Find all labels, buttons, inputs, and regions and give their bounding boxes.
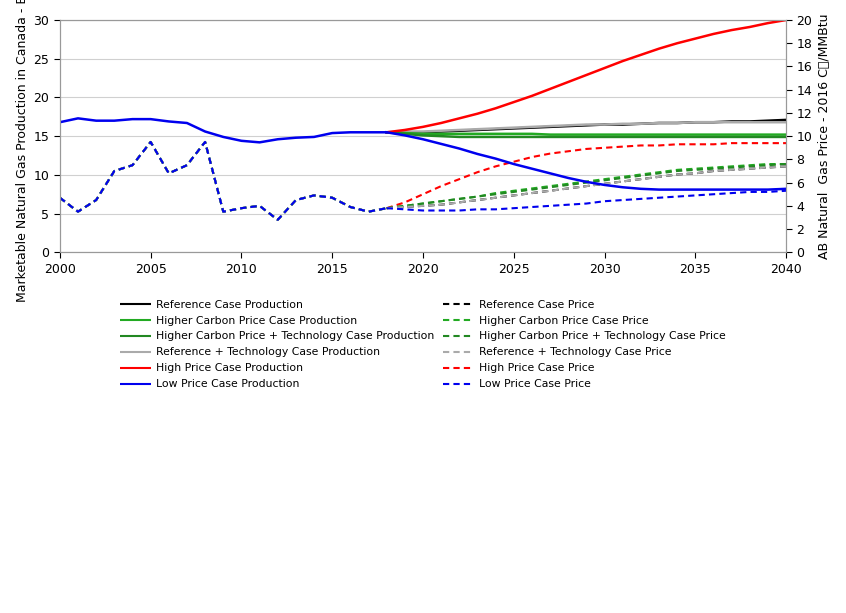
Y-axis label: AB Natural  Gas Price - 2016 CⓈ/MMBtu: AB Natural Gas Price - 2016 CⓈ/MMBtu xyxy=(818,13,831,259)
Y-axis label: Marketable Natural Gas Production in Canada - Bcf/d: Marketable Natural Gas Production in Can… xyxy=(15,0,28,302)
Legend: Reference Case Production, Higher Carbon Price Case Production, Higher Carbon Pr: Reference Case Production, Higher Carbon… xyxy=(120,300,726,389)
